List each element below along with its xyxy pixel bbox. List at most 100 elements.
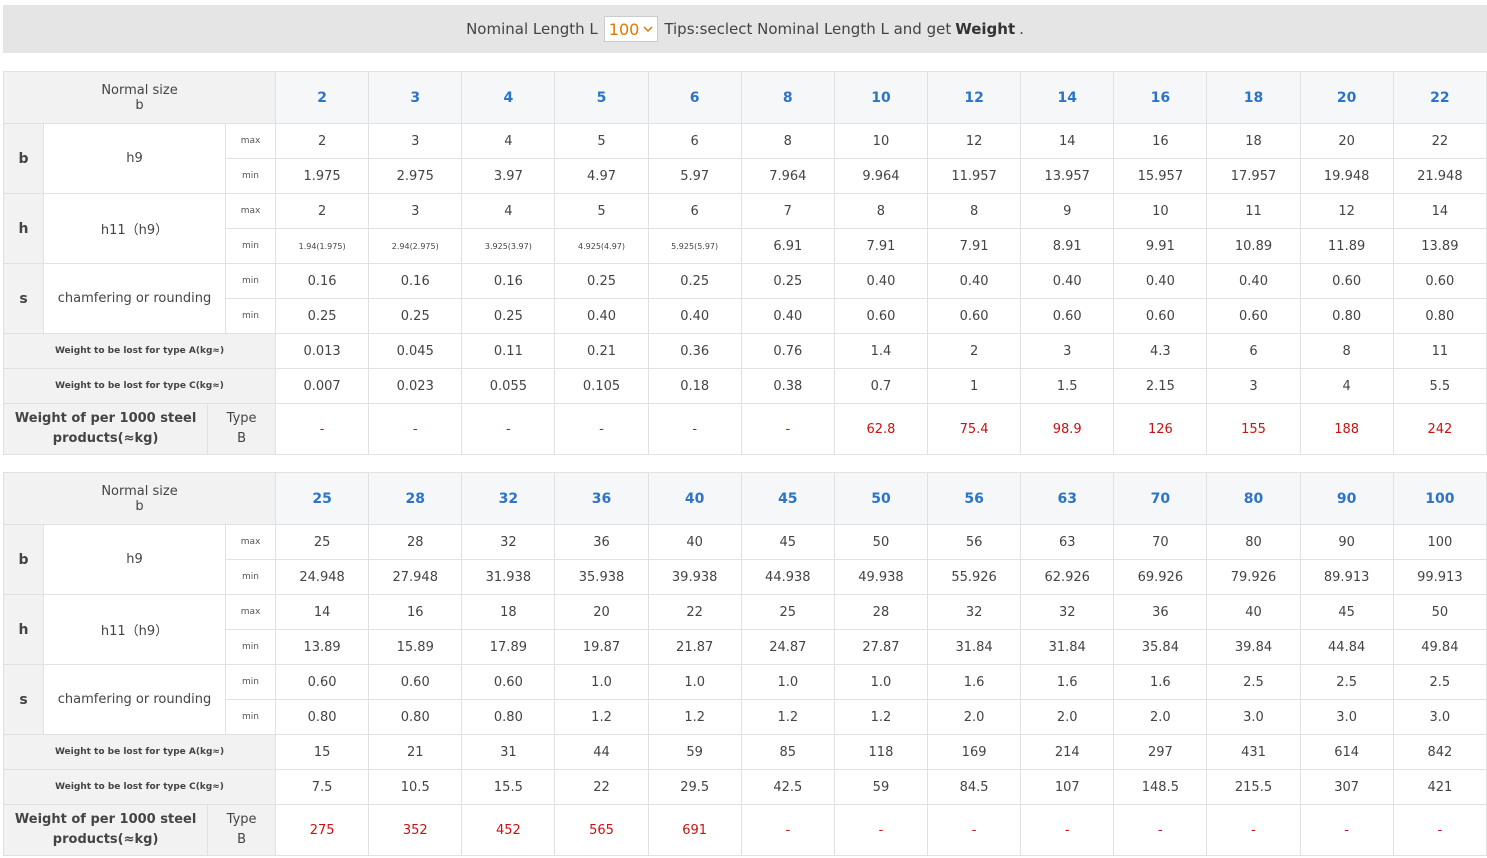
lost-row: Weight to be lost for type A(kg≈) 15 21 31 4… [2, 734, 1487, 770]
weight-label-cell: Weight of per 1000 steel products(≈kg) Ty… [2, 403, 277, 455]
value-cell: 6 [647, 123, 742, 159]
value-cell: 44.84 [1299, 629, 1394, 665]
value-cell: 6.91 [740, 228, 835, 264]
value-cell: 2.0 [1113, 699, 1208, 735]
value-cell: 35.938 [554, 559, 649, 595]
value-cell: 20 [1299, 123, 1394, 159]
weight-label: Weight of per 1000 steel products(≈kg) [14, 411, 197, 446]
value-cell: 16 [368, 594, 463, 630]
value-cell: 0.60 [1020, 298, 1115, 334]
value-cell: 0.105 [554, 368, 649, 404]
value-cell: 0.013 [275, 333, 370, 369]
value-cell: 32 [461, 524, 556, 560]
value-cell: 36 [1113, 594, 1208, 630]
weight-value: - [461, 403, 556, 455]
group-symbol: b [3, 524, 44, 595]
value-cell: 0.60 [368, 664, 463, 700]
value-cell: 7.964 [740, 158, 835, 194]
data-row: min 0.80 0.80 0.80 1.2 1.2 1.2 1.2 2.0 2.0 2.0 3.0 3… [4, 699, 1487, 735]
value-cell: 2.5 [1392, 664, 1487, 700]
value-cell: 0.055 [461, 368, 556, 404]
size-header: 14 [1020, 71, 1115, 124]
group-name: chamfering or rounding [43, 664, 226, 735]
data-row: h h11（h9） max 2 3 4 5 6 7 8 8 9 10 11 12 14 [3, 193, 1487, 264]
value-cell: 307 [1299, 769, 1394, 805]
value-cell: 3.925(3.97) [461, 228, 556, 264]
value-cell: 16 [1113, 123, 1208, 159]
length-select[interactable]: 100 [603, 16, 659, 42]
lost-label: Weight to be lost for type A(kg≈) [2, 333, 277, 369]
value-cell: 0.60 [927, 298, 1022, 334]
lost-label: Weight to be lost for type C(kg≈) [2, 368, 277, 404]
weight-value: - [554, 403, 649, 455]
value-cell: 2.5 [1299, 664, 1394, 700]
value-cell: 25 [275, 524, 370, 560]
value-cell: 0.40 [927, 263, 1022, 299]
data-row: s chamfering or rounding min 0.60 0.60 0.60 1.… [3, 664, 1487, 735]
value-cell: 10.5 [368, 769, 463, 805]
value-cell: 15 [275, 734, 370, 770]
value-cell: 1.2 [647, 699, 742, 735]
weight-value: 98.9 [1020, 403, 1115, 455]
value-cell: 2 [275, 123, 370, 159]
value-cell: 15.957 [1113, 158, 1208, 194]
group-symbol: s [3, 263, 44, 334]
value-cell: 45 [740, 524, 835, 560]
size-header: 100 [1392, 472, 1487, 525]
value-cell: 21.948 [1392, 158, 1487, 194]
value-cell: 7.91 [833, 228, 929, 264]
value-cell: 31.84 [927, 629, 1022, 665]
value-cell: 27.948 [368, 559, 463, 595]
value-cell: 40 [647, 524, 742, 560]
value-cell: 0.16 [461, 263, 556, 299]
data-row: min 1.975 2.975 3.97 4.97 5.97 7.964 9.964 11.95… [4, 158, 1487, 194]
value-cell: 0.25 [275, 298, 370, 334]
group-name: h9 [43, 123, 226, 194]
value-cell: 79.926 [1206, 559, 1301, 595]
size-table: Normal size b 25 28 32 36 40 45 50 56 63 70 80 90 100 b… [2, 472, 1487, 856]
value-cell: 3 [1206, 368, 1301, 404]
value-cell: 1.6 [927, 664, 1022, 700]
value-cell: 5.97 [647, 158, 742, 194]
value-cell: 0.60 [1299, 263, 1394, 299]
size-header: 2 [275, 71, 370, 124]
value-cell: 5 [554, 123, 649, 159]
value-cell: 18 [1206, 123, 1301, 159]
header-row: Normal size b 25 28 32 36 40 45 50 56 63 70 80 90 100 [2, 472, 1487, 525]
value-cell: 17.89 [461, 629, 556, 665]
chevron [643, 25, 653, 32]
value-cell: 99.913 [1392, 559, 1487, 595]
data-row: min 13.89 15.89 17.89 19.87 21.87 24.87 27.87 31… [4, 629, 1487, 665]
data-row: h h11（h9） max 14 16 18 20 22 25 28 32 32 36 40 45 50 [3, 594, 1487, 665]
value-cell: 2.0 [1020, 699, 1115, 735]
value-cell: 842 [1392, 734, 1487, 770]
value-cell: 0.045 [368, 333, 463, 369]
value-cell: 3.0 [1206, 699, 1301, 735]
value-cell: 49.84 [1392, 629, 1487, 665]
value-cell: 2.15 [1113, 368, 1208, 404]
value-cell: 0.36 [647, 333, 742, 369]
value-cell: 1.2 [833, 699, 929, 735]
toolbar: Nominal Length L 100 Tips:seclect Nomina… [3, 5, 1487, 53]
weight-type: Type B [207, 805, 274, 855]
size-header: 4 [461, 71, 556, 124]
value-cell: 0.25 [368, 298, 463, 334]
value-cell: 100 [1392, 524, 1487, 560]
tips-bold: Weight [955, 20, 1016, 38]
value-cell: 7.91 [927, 228, 1022, 264]
value-cell: 0.007 [275, 368, 370, 404]
value-cell: 55.926 [927, 559, 1022, 595]
value-cell: 1.6 [1020, 664, 1115, 700]
value-cell: 0.40 [1113, 263, 1208, 299]
size-header: 70 [1113, 472, 1208, 525]
value-cell: 0.76 [740, 333, 835, 369]
size-header: 36 [554, 472, 649, 525]
weight-value: 242 [1392, 403, 1487, 455]
value-cell: 431 [1206, 734, 1301, 770]
limit-label: max [224, 193, 277, 229]
value-cell: 0.60 [1113, 298, 1208, 334]
value-cell: 85 [740, 734, 835, 770]
value-cell: 3 [1020, 333, 1115, 369]
group-name: h9 [43, 524, 226, 595]
